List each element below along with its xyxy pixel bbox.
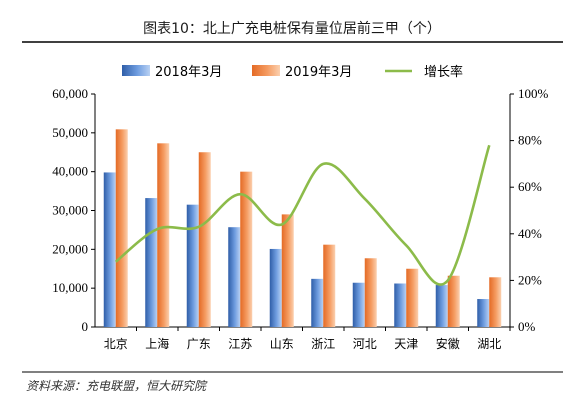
bar-series1	[435, 285, 448, 327]
x-tick-label: 湖北	[477, 336, 501, 351]
legend: 2018年3月 2019年3月 增长率	[122, 64, 463, 80]
bar-series2	[323, 244, 336, 327]
plot-area: 0 10,000 20,000 30,000 40,000 50,000 60,000 0% 2…	[52, 86, 548, 351]
y-right-tick-label: 40%	[518, 226, 542, 241]
bar-series2	[157, 143, 170, 327]
bar-series2	[198, 152, 211, 327]
x-tick-label: 河北	[353, 337, 377, 351]
bar-series1	[186, 204, 199, 327]
y-left-tick-label: 50,000	[52, 125, 88, 140]
y-left-tick-label: 60,000	[52, 86, 88, 101]
y-left-tick-label: 40,000	[52, 164, 88, 179]
y-right-tick-label: 100%	[518, 86, 549, 101]
bar-series1	[228, 227, 241, 327]
x-tick-label: 安徽	[436, 336, 460, 351]
bar-series1	[311, 278, 324, 327]
bar-series2	[447, 275, 460, 327]
x-tick-label: 山东	[270, 337, 294, 351]
legend-swatch-2019	[252, 65, 280, 76]
legend-label-growth: 增长率	[424, 64, 463, 80]
growth-rate-line	[114, 144, 491, 286]
bar-series2	[364, 258, 377, 327]
y-left-tick-label: 30,000	[52, 203, 88, 218]
x-tick-label: 江苏	[228, 337, 252, 351]
bar-series1	[477, 299, 490, 327]
y-left-tick-label: 20,000	[52, 241, 88, 256]
y-right-tick-label: 20%	[518, 272, 542, 287]
bar-series2	[489, 277, 502, 327]
source-note: 资料来源：充电联盟，恒大研究院	[26, 379, 208, 393]
x-tick-label: 天津	[394, 337, 418, 351]
x-tick-label: 北京	[104, 337, 128, 351]
chart-title: 图表10：北上广充电桩保有量位居前三甲（个）	[143, 20, 441, 37]
x-tick-label: 浙江	[311, 337, 335, 351]
x-tick-label: 上海	[145, 336, 169, 351]
y-right-tick-label: 0%	[518, 319, 536, 334]
bar-series1	[145, 198, 158, 327]
bar-series2	[240, 171, 253, 327]
bar-series1	[352, 282, 365, 327]
bar-series1	[394, 283, 407, 327]
legend-label-2018: 2018年3月	[155, 65, 222, 80]
y-right-tick-label: 60%	[518, 179, 542, 194]
y-left-tick-label: 0	[82, 319, 89, 334]
bar-series2	[281, 214, 294, 327]
legend-swatch-2018	[122, 65, 150, 76]
y-left-tick-label: 10,000	[52, 280, 88, 295]
y-right-tick-label: 80%	[518, 133, 542, 148]
bar-series1	[269, 248, 282, 327]
bar-series2	[406, 268, 419, 327]
legend-label-2019: 2019年3月	[285, 65, 352, 80]
bar-series1	[103, 172, 116, 327]
bar-series2	[115, 129, 128, 327]
x-tick-label: 广东	[187, 337, 211, 351]
